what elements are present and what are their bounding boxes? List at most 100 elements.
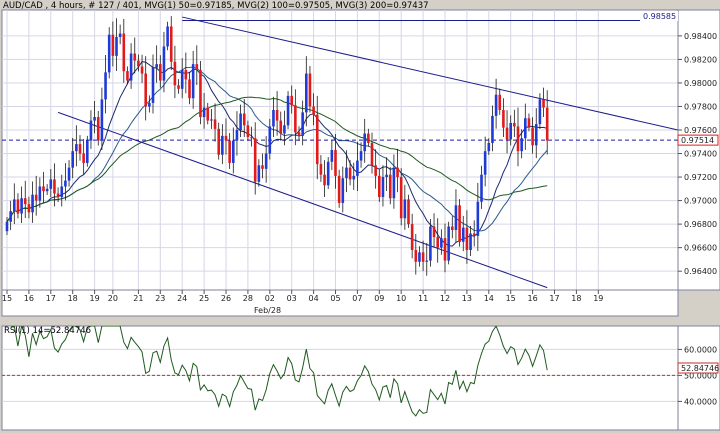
- upper-trendline: [182, 16, 678, 131]
- candle-body: [301, 112, 304, 136]
- time-tick-label: 03: [287, 294, 297, 303]
- candle-body: [202, 107, 206, 118]
- candle-body: [286, 95, 290, 126]
- candle-body: [454, 205, 458, 230]
- candle-body: [191, 64, 195, 99]
- time-tick-label: 19: [90, 294, 100, 303]
- candle-body: [527, 118, 531, 128]
- candle-body: [210, 119, 213, 121]
- candle-body: [334, 150, 337, 176]
- candle-body: [9, 211, 12, 222]
- candle-body: [396, 167, 399, 178]
- rsi-panel: [1, 325, 679, 431]
- candle-body: [257, 165, 261, 182]
- candle-body: [308, 73, 312, 107]
- candle-body: [443, 238, 447, 261]
- price-tick-label: 0.97200: [684, 173, 717, 182]
- rsi-tick-label: 40.0000: [684, 397, 717, 406]
- candle-body: [538, 99, 542, 125]
- candle-body: [465, 227, 469, 250]
- time-tick-label: 19: [593, 294, 603, 303]
- candle-body: [414, 250, 418, 262]
- candle-body: [461, 227, 465, 242]
- rsi-line: [10, 326, 548, 417]
- candle-body: [180, 70, 184, 89]
- top-price-tag: 0.98585: [643, 12, 676, 21]
- candle-body: [487, 142, 491, 152]
- candle-body: [359, 151, 363, 161]
- candle-body: [520, 138, 523, 152]
- candle-body: [199, 70, 202, 118]
- candle-body: [235, 130, 239, 141]
- candle-body: [388, 174, 392, 199]
- candle-body: [513, 122, 516, 127]
- time-tick-label: 18: [68, 294, 78, 303]
- candle-body: [374, 165, 377, 176]
- candle-body: [399, 177, 403, 219]
- ma-50-line: [6, 61, 548, 247]
- current-price-tag-box: [677, 134, 719, 146]
- candle-body: [107, 34, 111, 73]
- time-tick-label: 26: [221, 294, 231, 303]
- candle-body: [385, 174, 388, 178]
- candle-body: [228, 140, 231, 163]
- candle-body: [224, 135, 228, 141]
- candle-body: [524, 118, 527, 139]
- candle-body: [483, 151, 487, 175]
- time-tick-label: 02: [265, 294, 275, 303]
- candle-body: [363, 133, 366, 152]
- rsi-series: [10, 326, 548, 417]
- rsi-tick-label: 50.0000: [684, 371, 717, 380]
- candle-body: [49, 179, 53, 189]
- candle-body: [115, 37, 118, 56]
- candle-body: [516, 126, 520, 152]
- time-tick-label: 25: [199, 294, 209, 303]
- candle-body: [86, 140, 89, 163]
- candle-body: [250, 137, 253, 139]
- time-tick-label: 16: [24, 294, 34, 303]
- candle-body: [188, 79, 191, 99]
- candle-body: [480, 174, 483, 202]
- candle-body: [323, 174, 326, 186]
- candle-body: [78, 144, 82, 154]
- candle-body: [71, 151, 74, 168]
- candle-body: [283, 125, 286, 134]
- time-tick-label: 07: [352, 294, 362, 303]
- price-tick-label: 0.98000: [684, 79, 717, 88]
- candle-body: [418, 252, 421, 262]
- time-tick-label: 14: [484, 294, 494, 303]
- candle-body: [56, 193, 60, 198]
- candle-body: [297, 132, 301, 136]
- candle-body: [16, 199, 20, 214]
- candle-body: [264, 153, 268, 169]
- candle-body: [356, 160, 359, 176]
- price-axis-ticks: 0.98400 0.98200 0.98000 0.97800 0.97600 0.974…: [678, 32, 717, 276]
- candle-body: [447, 226, 450, 261]
- candle-body: [89, 120, 93, 141]
- candle-body: [169, 26, 173, 62]
- candle-body: [476, 201, 480, 236]
- candle-body: [232, 140, 235, 163]
- candle-body: [509, 122, 512, 140]
- candle-body: [45, 188, 49, 192]
- candle-body: [370, 142, 374, 166]
- candle-body: [155, 64, 158, 68]
- candle-body: [118, 33, 122, 38]
- rsi-axis-ticks: 60.0000 50.0000 40.0000: [678, 345, 717, 406]
- candle-body: [272, 110, 275, 127]
- candle-body: [440, 238, 443, 248]
- price-axis: [677, 9, 720, 291]
- candle-body: [217, 128, 220, 155]
- candle-body: [345, 167, 348, 179]
- candle-body: [290, 95, 293, 106]
- rsi-title: RSI(1) 14=52.84746: [4, 326, 91, 336]
- rsi-value-tag-box: [677, 362, 719, 374]
- candle-body: [534, 124, 538, 146]
- candle-body: [246, 125, 250, 138]
- time-tick-label: 10: [396, 294, 406, 303]
- candle-body: [407, 199, 410, 225]
- candle-body: [491, 115, 494, 143]
- candle-body: [472, 233, 476, 236]
- time-tick-label: 17: [549, 294, 559, 303]
- candle-body: [352, 175, 356, 180]
